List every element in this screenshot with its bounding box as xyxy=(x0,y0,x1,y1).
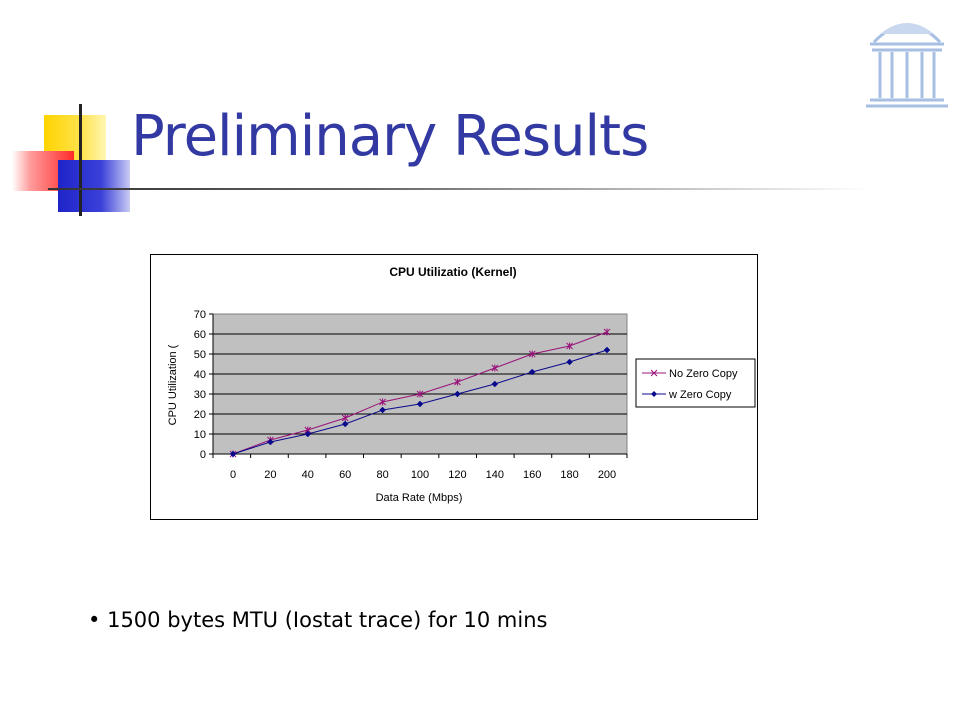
y-tick-label: 70 xyxy=(194,309,206,321)
data-point-w-zero-copy xyxy=(304,430,312,438)
y-tick-label: 40 xyxy=(194,369,206,381)
y-axis-label: CPU Utilization ( xyxy=(167,344,179,425)
decorative-vertical-line xyxy=(79,104,82,216)
data-point-no-zero-copy xyxy=(454,378,461,386)
data-point-w-zero-copy xyxy=(454,390,461,398)
bullet-symbol: • xyxy=(88,608,101,632)
decorative-blue-square xyxy=(58,160,130,212)
data-point-w-zero-copy xyxy=(341,420,349,428)
x-tick-label: 40 xyxy=(302,469,314,481)
legend-label: w Zero Copy xyxy=(668,389,732,401)
data-point-no-zero-copy xyxy=(528,350,536,358)
x-tick-label: 80 xyxy=(376,469,388,481)
data-point-no-zero-copy xyxy=(566,342,573,350)
x-axis-label: Data Rate (Mbps) xyxy=(376,492,463,504)
slide-title: Preliminary Results xyxy=(131,104,649,169)
y-tick-label: 30 xyxy=(194,389,206,401)
x-tick-label: 160 xyxy=(523,469,541,481)
bullet-text: 1500 bytes MTU (Iostat trace) for 10 min… xyxy=(107,608,548,632)
data-point-w-zero-copy xyxy=(416,400,424,408)
old-well-logo-icon xyxy=(866,23,948,108)
data-point-no-zero-copy xyxy=(491,364,499,372)
data-point-no-zero-copy xyxy=(341,414,349,422)
x-tick-label: 60 xyxy=(339,469,351,481)
y-tick-label: 20 xyxy=(194,409,206,421)
legend-marker xyxy=(651,391,657,397)
x-tick-label: 20 xyxy=(264,469,276,481)
data-point-w-zero-copy xyxy=(267,438,274,446)
x-tick-label: 0 xyxy=(230,469,236,481)
x-tick-label: 120 xyxy=(448,469,466,481)
chart-frame: CPU Utilizatio (Kernel) CPU Utilization … xyxy=(150,254,758,520)
y-tick-label: 50 xyxy=(194,349,206,361)
data-point-no-zero-copy xyxy=(603,328,611,336)
data-point-w-zero-copy xyxy=(528,368,536,376)
y-tick-label: 10 xyxy=(194,429,206,441)
x-tick-label: 100 xyxy=(411,469,429,481)
data-point-w-zero-copy xyxy=(603,346,611,354)
cpu-utilization-chart: CPU Utilizatio (Kernel) CPU Utilization … xyxy=(167,265,756,504)
x-tick-label: 140 xyxy=(486,469,504,481)
plot-area xyxy=(212,313,628,455)
y-tick-label: 0 xyxy=(200,449,206,461)
data-point-w-zero-copy xyxy=(566,358,573,366)
bullet-item: • 1500 bytes MTU (Iostat trace) for 10 m… xyxy=(88,608,547,632)
x-tick-label: 200 xyxy=(598,469,616,481)
data-point-no-zero-copy xyxy=(379,398,386,406)
chart-title: CPU Utilizatio (Kernel) xyxy=(389,265,516,279)
x-tick-label: 180 xyxy=(560,469,578,481)
legend-box xyxy=(635,358,756,408)
legend-label: No Zero Copy xyxy=(669,368,738,380)
data-point-w-zero-copy xyxy=(491,380,499,388)
legend-marker xyxy=(650,369,658,377)
title-underline xyxy=(48,188,868,190)
y-tick-label: 60 xyxy=(194,329,206,341)
data-point-w-zero-copy xyxy=(379,406,386,414)
data-point-no-zero-copy xyxy=(416,390,424,398)
data-point-w-zero-copy xyxy=(229,450,237,458)
